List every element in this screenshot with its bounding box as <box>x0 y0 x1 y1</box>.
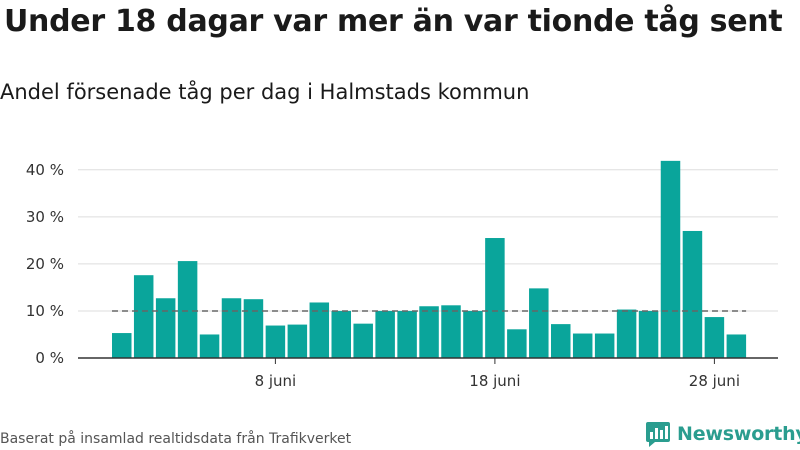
x-tick-labels: 8 juni 18 juni 28 juni <box>255 372 740 390</box>
bar <box>155 298 176 358</box>
bar <box>441 305 461 358</box>
brand-logo: Newsworthy <box>645 420 800 448</box>
newsworthy-logo-icon <box>646 422 670 447</box>
bar <box>243 299 264 358</box>
bar <box>463 310 483 358</box>
y-tick-label: 10 % <box>26 302 64 320</box>
bar <box>331 310 351 358</box>
bar <box>660 160 681 358</box>
source-note: Baserat på insamlad realtidsdata från Tr… <box>0 431 352 447</box>
bar <box>726 334 747 358</box>
x-tick-label: 8 juni <box>255 372 297 390</box>
bar <box>133 275 154 358</box>
bar <box>419 306 439 358</box>
bar <box>529 288 549 358</box>
bar <box>616 309 637 358</box>
y-tick-label: 40 % <box>26 161 64 179</box>
bar <box>682 230 703 358</box>
chart-subtitle: Andel försenade tåg per dag i Halmstads … <box>0 80 530 104</box>
bar <box>638 310 659 358</box>
bar <box>375 310 395 358</box>
bar <box>572 333 593 358</box>
bars <box>112 160 747 358</box>
bar <box>551 324 571 358</box>
x-tick-label: 18 juni <box>469 372 520 390</box>
bar <box>265 325 286 358</box>
y-tick-labels: 0 % 10 % 20 % 30 % 40 % <box>26 161 64 367</box>
bar <box>199 334 220 358</box>
chart-title: Under 18 dagar var mer än var tionde tåg… <box>4 4 783 39</box>
brand-name: Newsworthy <box>677 423 800 445</box>
bar <box>704 317 725 358</box>
bar <box>353 323 373 358</box>
bar <box>287 324 308 358</box>
bar <box>485 238 505 358</box>
y-tick-label: 0 % <box>35 349 64 367</box>
bar <box>397 310 417 358</box>
x-axis <box>78 357 778 364</box>
bar <box>594 333 615 358</box>
bar-chart: 0 % 10 % 20 % 30 % 40 % 8 juni 18 juni 28 juni <box>26 160 778 390</box>
bar <box>177 261 198 358</box>
y-tick-label: 30 % <box>26 208 64 226</box>
x-tick-label: 28 juni <box>689 372 740 390</box>
y-tick-label: 20 % <box>26 255 64 273</box>
bar <box>507 329 527 358</box>
bar <box>309 302 330 358</box>
bar <box>112 333 132 358</box>
bar <box>221 298 242 358</box>
